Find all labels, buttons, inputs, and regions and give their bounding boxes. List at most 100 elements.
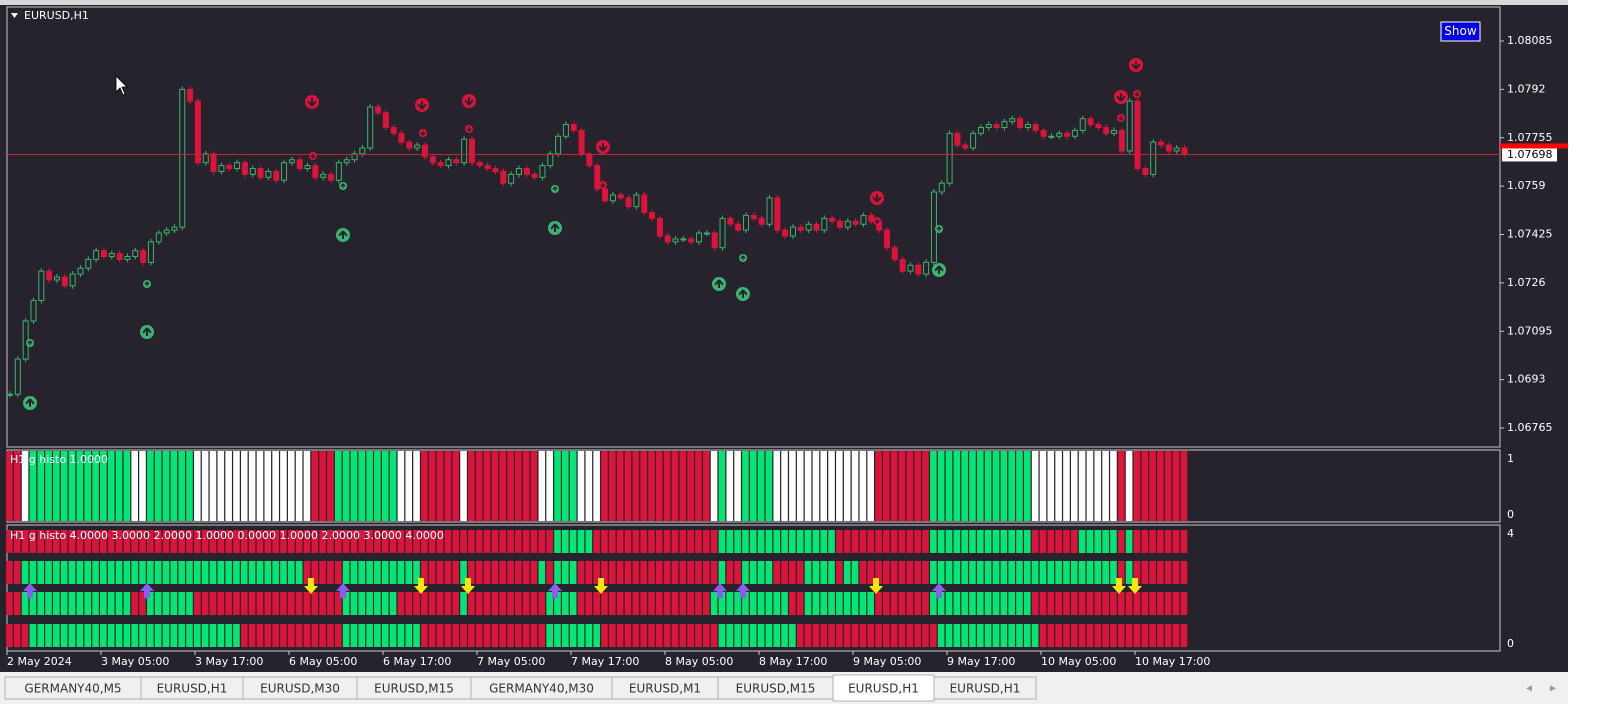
histo-bar (930, 530, 937, 553)
show-button-label[interactable]: Show (1444, 24, 1477, 38)
tab[interactable] (933, 676, 1037, 700)
tab-label[interactable]: EURUSD,H1 (157, 682, 228, 696)
histo-bar (413, 451, 420, 521)
candle (382, 112, 389, 128)
candle (1056, 132, 1063, 137)
histo-bar (248, 592, 256, 615)
histo-bar (460, 530, 467, 553)
show-button[interactable] (1440, 21, 1481, 42)
histo-bar (640, 530, 647, 553)
histo-bar (366, 451, 373, 521)
histo-bar (585, 561, 593, 584)
histo-bar (1016, 624, 1023, 647)
histo-bar (992, 530, 1000, 553)
histo-bar (726, 451, 734, 521)
histo-bar (1016, 530, 1023, 553)
histo-bar (914, 451, 921, 521)
histo-bar (491, 592, 499, 615)
histo-bar (890, 530, 898, 553)
histo-bar (405, 561, 413, 584)
candle (523, 168, 530, 175)
up-arrow (932, 583, 946, 598)
histo-bar (444, 451, 452, 521)
histo-bar (648, 561, 655, 584)
signal-arrow (936, 226, 942, 232)
histo-bar (60, 451, 68, 521)
candle (234, 162, 241, 170)
histo-bar (851, 624, 859, 647)
candle (609, 194, 616, 202)
histo-bar (483, 530, 491, 553)
tab-label[interactable]: EURUSD,M30 (260, 682, 340, 696)
histo-bar (530, 530, 538, 553)
histo-bar (1180, 561, 1188, 584)
candle (1150, 141, 1157, 175)
tab-label[interactable]: GERMANY40,M5 (24, 682, 121, 696)
histo-bar (421, 451, 428, 521)
histo-bar (201, 561, 209, 584)
histo-bar (507, 530, 514, 553)
tab-label[interactable]: EURUSD,M1 (629, 682, 701, 696)
histo-bar (233, 451, 240, 521)
candle (805, 223, 812, 231)
histo-bar (820, 592, 828, 615)
candle (296, 159, 303, 170)
histo-bar (648, 592, 655, 615)
collapse-icon[interactable] (11, 13, 18, 18)
histo-bar (1031, 451, 1039, 521)
histo-bar (648, 451, 655, 521)
histo-bar (170, 451, 178, 521)
histo-bar (1164, 530, 1172, 553)
histo-bar (366, 624, 373, 647)
candle (923, 261, 930, 275)
scroll-right[interactable]: ▸ (1550, 681, 1556, 695)
histo-bar (1078, 530, 1086, 553)
candle (1111, 129, 1118, 134)
histo-bar (280, 624, 287, 647)
histo-bar (53, 561, 60, 584)
down-arrow (1112, 578, 1126, 594)
histo-bar (883, 530, 890, 553)
histo-bar (1180, 451, 1188, 521)
histo-bar (655, 624, 663, 647)
histo-bar (687, 530, 694, 553)
histo-bar (428, 624, 436, 647)
histo-bar (1078, 451, 1086, 521)
histo-bar (749, 592, 757, 615)
histo-bar (389, 561, 397, 584)
histo-bar (538, 561, 546, 584)
time-label: 7 May 05:00 (477, 655, 545, 668)
candle (30, 299, 37, 322)
tab-label[interactable]: EURUSD,M15 (374, 682, 454, 696)
histo-bar (186, 530, 193, 553)
histo-bar (209, 451, 217, 521)
histo-bar (1070, 451, 1078, 521)
histo-bar (1047, 530, 1055, 553)
histo-bar (256, 624, 264, 647)
tab-label[interactable]: EURUSD,M15 (736, 682, 816, 696)
candle (116, 253, 123, 260)
scroll-left[interactable]: ◂ (1526, 681, 1532, 695)
candle (351, 153, 358, 161)
candle (594, 165, 601, 190)
tab[interactable] (832, 674, 935, 702)
histo-bar (100, 451, 107, 521)
histo-bar (233, 592, 240, 615)
histo-bar (648, 530, 655, 553)
histo-bar (961, 561, 968, 584)
histo-bar (413, 561, 420, 584)
histo-bar (702, 530, 710, 553)
histo-bar (922, 561, 929, 584)
tab-label[interactable]: EURUSD,H1 (950, 682, 1021, 696)
candle (680, 238, 687, 241)
histo-bar (937, 561, 945, 584)
tab-label[interactable]: EURUSD,H1 (848, 682, 919, 696)
candle (304, 165, 311, 170)
histo-rows-label: H1 g histo 4.0000 3.0000 2.0000 1.0000 0… (10, 529, 444, 542)
histo-bar (796, 451, 804, 521)
histo-bar (1008, 561, 1015, 584)
candle (335, 162, 342, 181)
tab-label[interactable]: GERMANY40,M30 (489, 682, 594, 696)
histo-bar (178, 624, 185, 647)
histo-bar (84, 530, 91, 553)
